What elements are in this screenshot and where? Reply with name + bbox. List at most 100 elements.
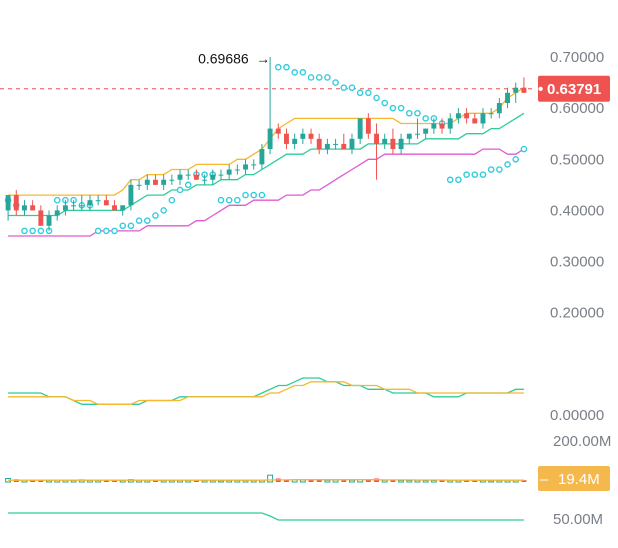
candle-body [275, 128, 281, 134]
volume-bar [406, 479, 413, 483]
candle-body [390, 138, 396, 150]
candle-body [251, 164, 257, 166]
sar-dot [37, 227, 45, 235]
candle-body [87, 200, 93, 206]
candle-body [234, 169, 240, 171]
sar-dot [348, 84, 356, 91]
sar-dot [29, 227, 36, 235]
volume-bar [521, 480, 527, 482]
sar-dot [184, 181, 192, 189]
candle-body [62, 205, 68, 211]
candle-body [210, 174, 216, 180]
sar-dot [250, 191, 258, 199]
candle-body [455, 113, 461, 119]
candle-body [292, 138, 298, 144]
sar-dot [307, 74, 315, 81]
volume-bar [316, 480, 322, 482]
volume-bar [284, 479, 289, 482]
sar-dot [356, 89, 364, 97]
candle-body [226, 169, 232, 175]
candle-body [513, 87, 519, 93]
sar-dot [463, 171, 470, 178]
candle-body [46, 215, 52, 226]
candle-body [161, 179, 167, 185]
last-price-badge: 0.63791 • [538, 75, 610, 102]
sar-dot [332, 79, 339, 86]
volume-bar [430, 479, 437, 483]
volume-bar [422, 479, 429, 483]
candle-body [431, 123, 437, 129]
candle-body [5, 195, 11, 211]
volume-bar [349, 479, 355, 483]
candle-body [128, 184, 134, 206]
candle-body [284, 133, 289, 144]
last-volume-badge-bg [538, 466, 610, 491]
volume-bar [193, 480, 199, 482]
price-tick-label: 0.70000 [550, 49, 604, 66]
candle-body [496, 103, 502, 114]
candle-body [120, 205, 126, 211]
candlestick-series [5, 57, 527, 231]
parabolic-sar [4, 63, 528, 235]
volume-tick-label: 200.00M [553, 433, 611, 450]
sar-dot [103, 227, 110, 235]
sar-dot [283, 63, 290, 71]
sar-dot [299, 69, 307, 76]
candle-body [415, 133, 420, 135]
candle-body [406, 133, 412, 139]
candle-body [243, 164, 248, 170]
sar-dot [520, 145, 528, 153]
candle-body [267, 128, 273, 150]
last-price-value: 0.63791 [547, 81, 601, 98]
price-tick-label: 0.00000 [550, 407, 604, 424]
volume-bar [341, 480, 347, 482]
volume-bar [112, 480, 117, 482]
candle-body [112, 205, 117, 211]
volume-bar [464, 480, 470, 482]
sar-dot [405, 109, 413, 117]
sar-dot [168, 196, 176, 204]
sar-dot [242, 191, 249, 199]
sar-dot [455, 176, 462, 184]
candle-body [103, 200, 109, 206]
candle-body [95, 200, 101, 202]
bollinger-upper-band [8, 87, 525, 196]
candle-body [153, 179, 158, 185]
last-volume-bullet-icon: – [540, 471, 549, 488]
candle-body [22, 205, 27, 211]
macd-pane [8, 377, 524, 405]
candle-body [144, 179, 150, 185]
macd-line [8, 377, 524, 405]
candle-body [177, 174, 183, 180]
candle-body [505, 92, 510, 104]
sar-dot [340, 84, 348, 91]
last-price-bullet-icon: • [538, 81, 543, 98]
sar-dot [446, 176, 454, 184]
candle-body [365, 118, 371, 134]
sar-dot [143, 217, 151, 224]
volume-bar [308, 479, 314, 482]
sar-dot [94, 227, 102, 235]
volume-bar [30, 480, 36, 482]
sar-dot [111, 227, 118, 235]
sar-dot [291, 69, 298, 76]
price-tick-label: 0.50000 [550, 151, 604, 168]
candle-body [193, 174, 199, 180]
price-tick-label: 0.40000 [550, 202, 604, 219]
volume-bar [153, 480, 158, 482]
sar-dot [496, 166, 503, 173]
sar-dot [176, 186, 184, 194]
candle-body [423, 128, 429, 134]
candle-body [398, 138, 404, 150]
candle-body [79, 205, 85, 207]
candle-body [382, 138, 388, 144]
sar-dot [315, 74, 323, 81]
price-pane: 0.69686 → [0, 51, 536, 237]
sar-dot [127, 222, 135, 230]
candle-body [259, 149, 265, 165]
candle-body [341, 143, 347, 150]
sar-dot [217, 196, 225, 204]
volume-bar [365, 480, 371, 482]
candle-body [169, 179, 175, 181]
sar-dot [234, 196, 241, 204]
